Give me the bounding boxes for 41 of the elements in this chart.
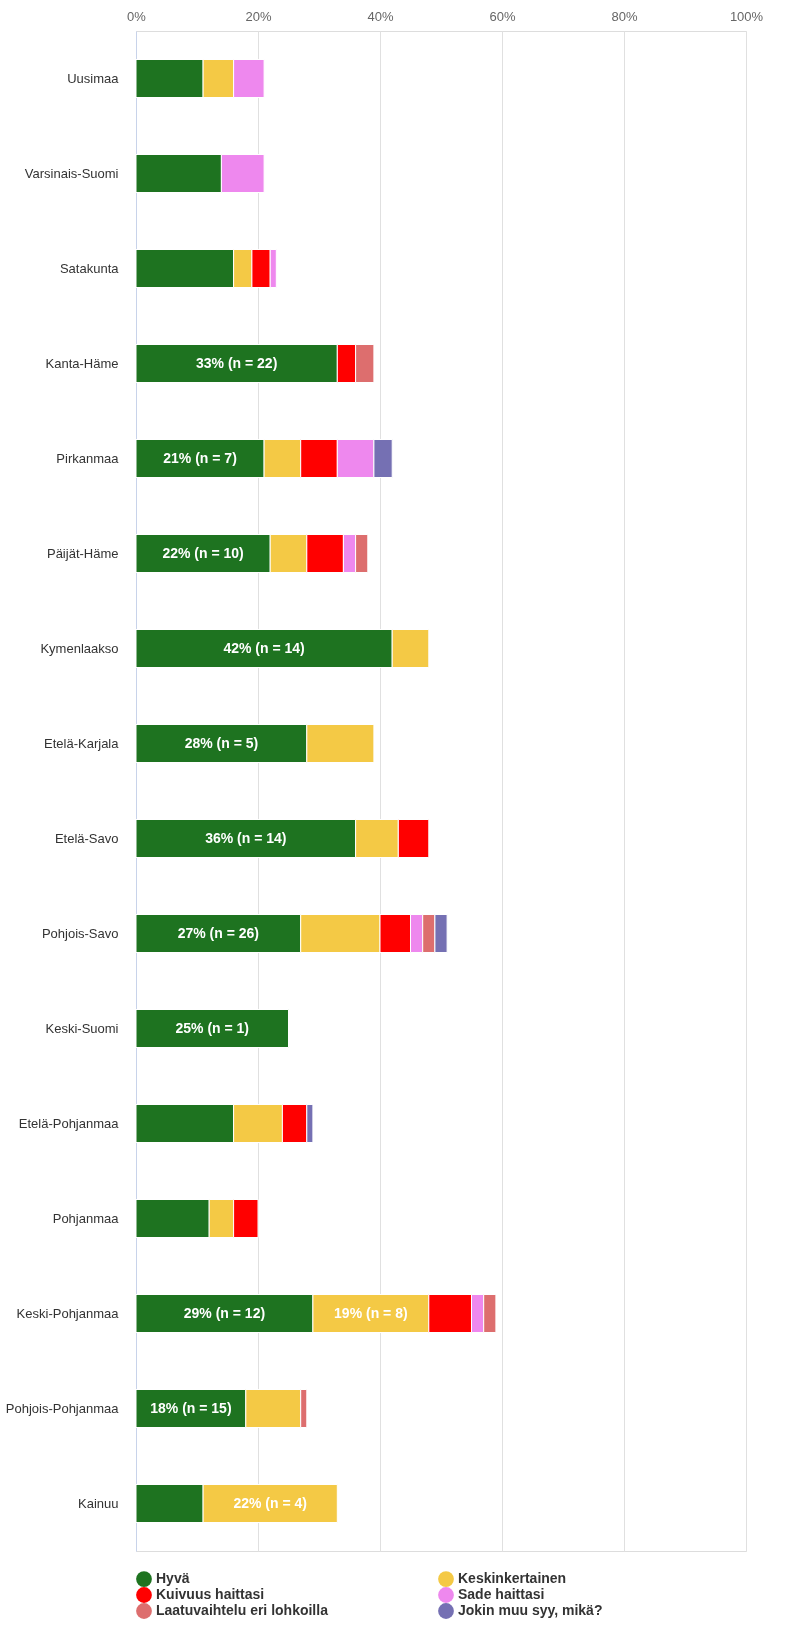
y-tick-label: Keski-Pohjanmaa bbox=[16, 1305, 120, 1321]
data-label: 25% (n = 1) bbox=[175, 1019, 250, 1036]
y-tick-label: Pohjanmaa bbox=[52, 1210, 120, 1226]
x-tick-label: 100% bbox=[729, 8, 764, 24]
legend-label: Keskinkertainen bbox=[458, 1570, 567, 1587]
legend-label: Laatuvaihtelu eri lohkoilla bbox=[156, 1602, 329, 1618]
x-tick-label: 0% bbox=[127, 8, 147, 24]
y-tick-label: Etelä-Savo bbox=[54, 830, 119, 846]
data-label: 19% (n = 8) bbox=[334, 1304, 408, 1321]
x-tick-label: 60% bbox=[489, 8, 516, 24]
x-tick-label: 20% bbox=[245, 8, 272, 24]
data-label: 28% (n = 5) bbox=[184, 734, 259, 751]
data-label: 33% (n = 22) bbox=[195, 354, 278, 371]
y-tick-label: Satakunta bbox=[59, 260, 120, 276]
data-label: 42% (n = 14) bbox=[223, 639, 305, 656]
x-tick-label: 80% bbox=[611, 8, 638, 24]
bar bbox=[135, 1009, 289, 1048]
legend-label: Kuivuus haittasi bbox=[156, 1586, 265, 1602]
y-tick-label: Etelä-Pohjanmaa bbox=[18, 1115, 120, 1131]
data-label: 18% (n = 15) bbox=[150, 1399, 232, 1416]
y-tick-label: Pohjois-Savo bbox=[41, 925, 119, 941]
legend-label: Sade haittasi bbox=[458, 1586, 545, 1602]
data-label: 36% (n = 14) bbox=[205, 829, 287, 846]
y-tick-label: Päijät-Häme bbox=[46, 545, 119, 561]
y-tick-label: Pohjois-Pohjanmaa bbox=[5, 1400, 120, 1416]
y-tick-label: Kainuu bbox=[78, 1495, 119, 1511]
y-tick-label: Varsinais-Suomi bbox=[24, 165, 119, 181]
data-label: 27% (n = 26) bbox=[177, 924, 260, 941]
y-tick-label: Keski-Suomi bbox=[45, 1020, 119, 1036]
y-tick-label: Kanta-Häme bbox=[45, 355, 119, 371]
x-tick-label: 40% bbox=[367, 8, 394, 24]
data-label: 29% (n = 12) bbox=[183, 1304, 266, 1321]
y-tick-label: Etelä-Karjala bbox=[44, 735, 120, 751]
y-tick-label: Uusimaa bbox=[67, 70, 120, 86]
y-tick-label: Pirkanmaa bbox=[56, 450, 120, 466]
data-label: 22% (n = 4) bbox=[233, 1494, 307, 1511]
legend-label: Jokin muu syy, mikä? bbox=[458, 1602, 603, 1618]
data-label: 22% (n = 10) bbox=[162, 544, 244, 561]
y-tick-label: Kymenlaakso bbox=[40, 640, 119, 656]
legend-label: Hyvä bbox=[156, 1570, 190, 1587]
data-label: 21% (n = 7) bbox=[163, 449, 237, 466]
